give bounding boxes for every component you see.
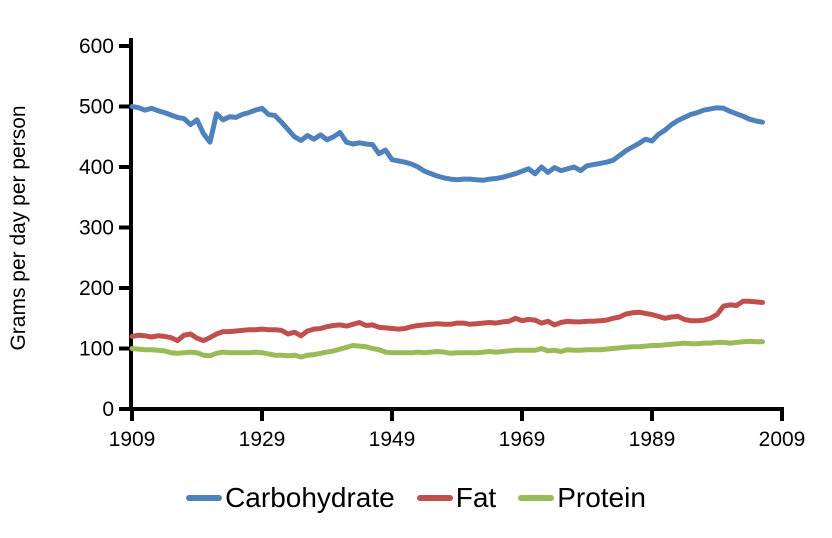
x-tick-label: 1989 [629, 428, 676, 451]
legend-item-fat: Fat [416, 482, 497, 513]
fat-line-swatch [416, 495, 453, 501]
protein-line-swatch [518, 495, 555, 501]
series-line-fat [129, 298, 765, 344]
axes [119, 38, 784, 421]
y-tick-label: 200 [79, 277, 114, 300]
y-axis-title: Grams per day per person [7, 105, 30, 350]
x-tick-label: 1909 [109, 428, 156, 451]
y-tick-label: 0 [102, 398, 114, 421]
x-tick-label: 2009 [759, 428, 806, 451]
y-tick-label: 400 [79, 156, 114, 179]
series-lines [129, 104, 765, 360]
x-tick-label: 1969 [499, 428, 546, 451]
legend-label-fat: Fat [455, 482, 497, 513]
series-line-protein [129, 338, 765, 360]
legend-item-protein: Protein [518, 484, 646, 512]
y-tick-label: 100 [79, 338, 114, 361]
y-tick-label: 600 [79, 35, 114, 58]
y-tick-label: 500 [79, 96, 114, 119]
legend-item-carbohydrate: Carbohydrate [186, 484, 395, 512]
carbohydrate-line-swatch [186, 495, 223, 501]
x-tick-label: 1949 [369, 428, 416, 451]
tick-labels: 0 100 200 300 400 500 600 1909 1929 1949 1969 1989 2… [79, 35, 805, 451]
legend: Carbohydrate Fat Protein [0, 474, 832, 522]
x-tick-label: 1929 [239, 428, 286, 451]
legend-label-carbohydrate: Carbohydrate [225, 482, 395, 513]
y-tick-label: 300 [79, 217, 114, 240]
legend-label-protein: Protein [557, 482, 646, 513]
series-line-carbohydrate [129, 104, 765, 183]
